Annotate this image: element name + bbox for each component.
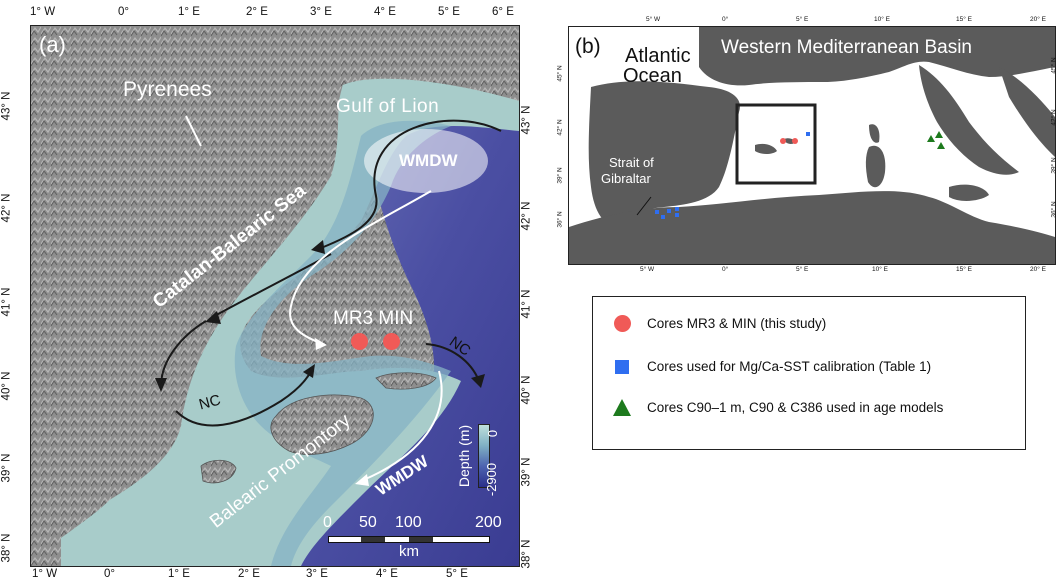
panel-a-top-tick: 3° E xyxy=(310,6,332,18)
panel-b-letter: (b) xyxy=(575,35,601,58)
legend-label: Cores used for Mg/Ca-SST calibration (Ta… xyxy=(647,359,932,374)
panel-b-bottom-tick: 15° E xyxy=(956,266,972,273)
panel-a-bottom-tick: 4° E xyxy=(376,568,398,580)
panel-a-bottom-tick: 3° E xyxy=(306,568,328,580)
panel-a-right-tick: 38° N xyxy=(520,539,533,569)
panel-a-right-tick: 39° N xyxy=(520,457,533,487)
label-cores: MR3 MIN xyxy=(333,308,414,329)
label-pyrenees: Pyrenees xyxy=(123,78,212,101)
panel-a-top-tick: 1° E xyxy=(178,6,200,18)
panel-b-top-tick: 0° xyxy=(722,16,729,23)
panel-a-left-tick: 38° N xyxy=(0,533,13,563)
panel-b-bottom-tick: 10° E xyxy=(872,266,888,273)
panel-a-left-tick: 39° N xyxy=(0,453,13,483)
depth-colorbar xyxy=(478,424,490,488)
panel-b-bottom-tick: 20° E xyxy=(1030,266,1046,273)
panel-a-top-tick: 0° xyxy=(118,6,129,18)
panel-b-right-tick: 42° N xyxy=(1050,109,1058,126)
panel-a-bottom-tick: 2° E xyxy=(238,568,260,580)
panel-a-left-tick: 43° N xyxy=(0,91,13,121)
label-wmdw-top: WMDW xyxy=(399,151,458,170)
distance-scale-bar xyxy=(328,536,490,543)
panel-b-bottom-tick: 5° E xyxy=(796,266,809,273)
core-mr3-marker xyxy=(351,333,368,350)
panel-b-left-tick: 45° N xyxy=(556,65,564,82)
panel-b-top-tick: 10° E xyxy=(874,16,890,23)
panel-a-top-tick: 1° W xyxy=(30,6,56,18)
label-atlantic: Atlantic xyxy=(625,45,691,67)
label-ocean: Ocean xyxy=(623,65,682,87)
panel-b-left-tick: 39° N xyxy=(556,167,564,184)
distance-scale-unit: km xyxy=(399,543,419,560)
panel-a-right-tick: 40° N xyxy=(520,375,533,405)
legend-item-age-models: Cores C90–1 m, C90 & C386 used in age mo… xyxy=(611,399,943,416)
panel-a-left-tick: 41° N xyxy=(0,287,13,317)
panel-a-map: (a) Pyrenees Gulf of Lion WMDW Catalan-B… xyxy=(30,25,520,567)
panel-b-right-tick: 39° N xyxy=(1050,157,1058,174)
core-min-marker xyxy=(383,333,400,350)
panel-b-left-tick: 36° N xyxy=(556,211,564,228)
panel-a-left-tick: 40° N xyxy=(0,371,13,401)
panel-b-bottom-tick: 5° W xyxy=(640,266,655,273)
label-gibraltar: Gibraltar xyxy=(601,171,651,186)
depth-colorbar-min: 0 xyxy=(485,429,501,438)
panel-b-top-tick: 5° E xyxy=(796,16,809,23)
panel-b-landmass xyxy=(569,27,1055,264)
depth-colorbar-title: Depth (m) xyxy=(456,424,473,488)
panel-a-top-tick: 6° E xyxy=(492,6,514,18)
panel-a-bottom-tick: 1° W xyxy=(32,568,58,580)
panel-b-right-tick: 36° N xyxy=(1050,201,1058,218)
legend-triangle-icon xyxy=(611,399,633,416)
panel-b-map: (b) Atlantic Ocean Western Mediterranean… xyxy=(568,26,1056,265)
distance-tick-50: 50 xyxy=(359,514,377,531)
panel-a-top-tick: 2° E xyxy=(246,6,268,18)
panel-a-terrain xyxy=(31,26,519,566)
panel-b-top-tick: 20° E xyxy=(1030,16,1046,23)
label-western-mediterranean-basin: Western Mediterranean Basin xyxy=(721,37,972,58)
label-gulf-of-lion: Gulf of Lion xyxy=(336,96,440,117)
panel-a-bottom-tick: 1° E xyxy=(168,568,190,580)
panel-b-top-tick: 15° E xyxy=(956,16,972,23)
depth-colorbar-max: -2900 xyxy=(484,462,500,497)
panel-a-right-tick: 41° N xyxy=(520,289,533,319)
panel-a-right-tick: 43° N xyxy=(520,105,533,135)
study-area-box xyxy=(735,103,817,185)
panel-a-top-tick: 5° E xyxy=(438,6,460,18)
legend-item-cores-study: Cores MR3 & MIN (this study) xyxy=(611,315,826,332)
label-strait-of: Strait of xyxy=(609,155,654,170)
legend-label: Cores MR3 & MIN (this study) xyxy=(647,316,827,331)
legend-circle-icon xyxy=(611,315,633,332)
distance-tick-0: 0 xyxy=(323,514,332,531)
panel-a-left-tick: 42° N xyxy=(0,193,13,223)
panel-b-bottom-tick: 0° xyxy=(722,266,729,273)
panel-a-letter: (a) xyxy=(39,32,66,57)
legend-box: Cores MR3 & MIN (this study) Cores used … xyxy=(592,296,1026,450)
panel-b-right-tick: 45° N xyxy=(1050,57,1058,74)
legend-square-icon xyxy=(611,359,633,374)
panel-a-right-tick: 42° N xyxy=(520,201,533,231)
distance-tick-100: 100 xyxy=(395,514,422,531)
panel-b-left-tick: 42° N xyxy=(556,119,564,136)
panel-b-top-tick: 5° W xyxy=(646,16,661,23)
legend-item-calibration: Cores used for Mg/Ca-SST calibration (Ta… xyxy=(611,359,931,374)
panel-a-bottom-tick: 0° xyxy=(104,568,115,580)
panel-a-bottom-tick: 5° E xyxy=(446,568,468,580)
panel-a-top-tick: 4° E xyxy=(374,6,396,18)
legend-label: Cores C90–1 m, C90 & C386 used in age mo… xyxy=(647,400,944,415)
distance-tick-200: 200 xyxy=(475,514,502,531)
